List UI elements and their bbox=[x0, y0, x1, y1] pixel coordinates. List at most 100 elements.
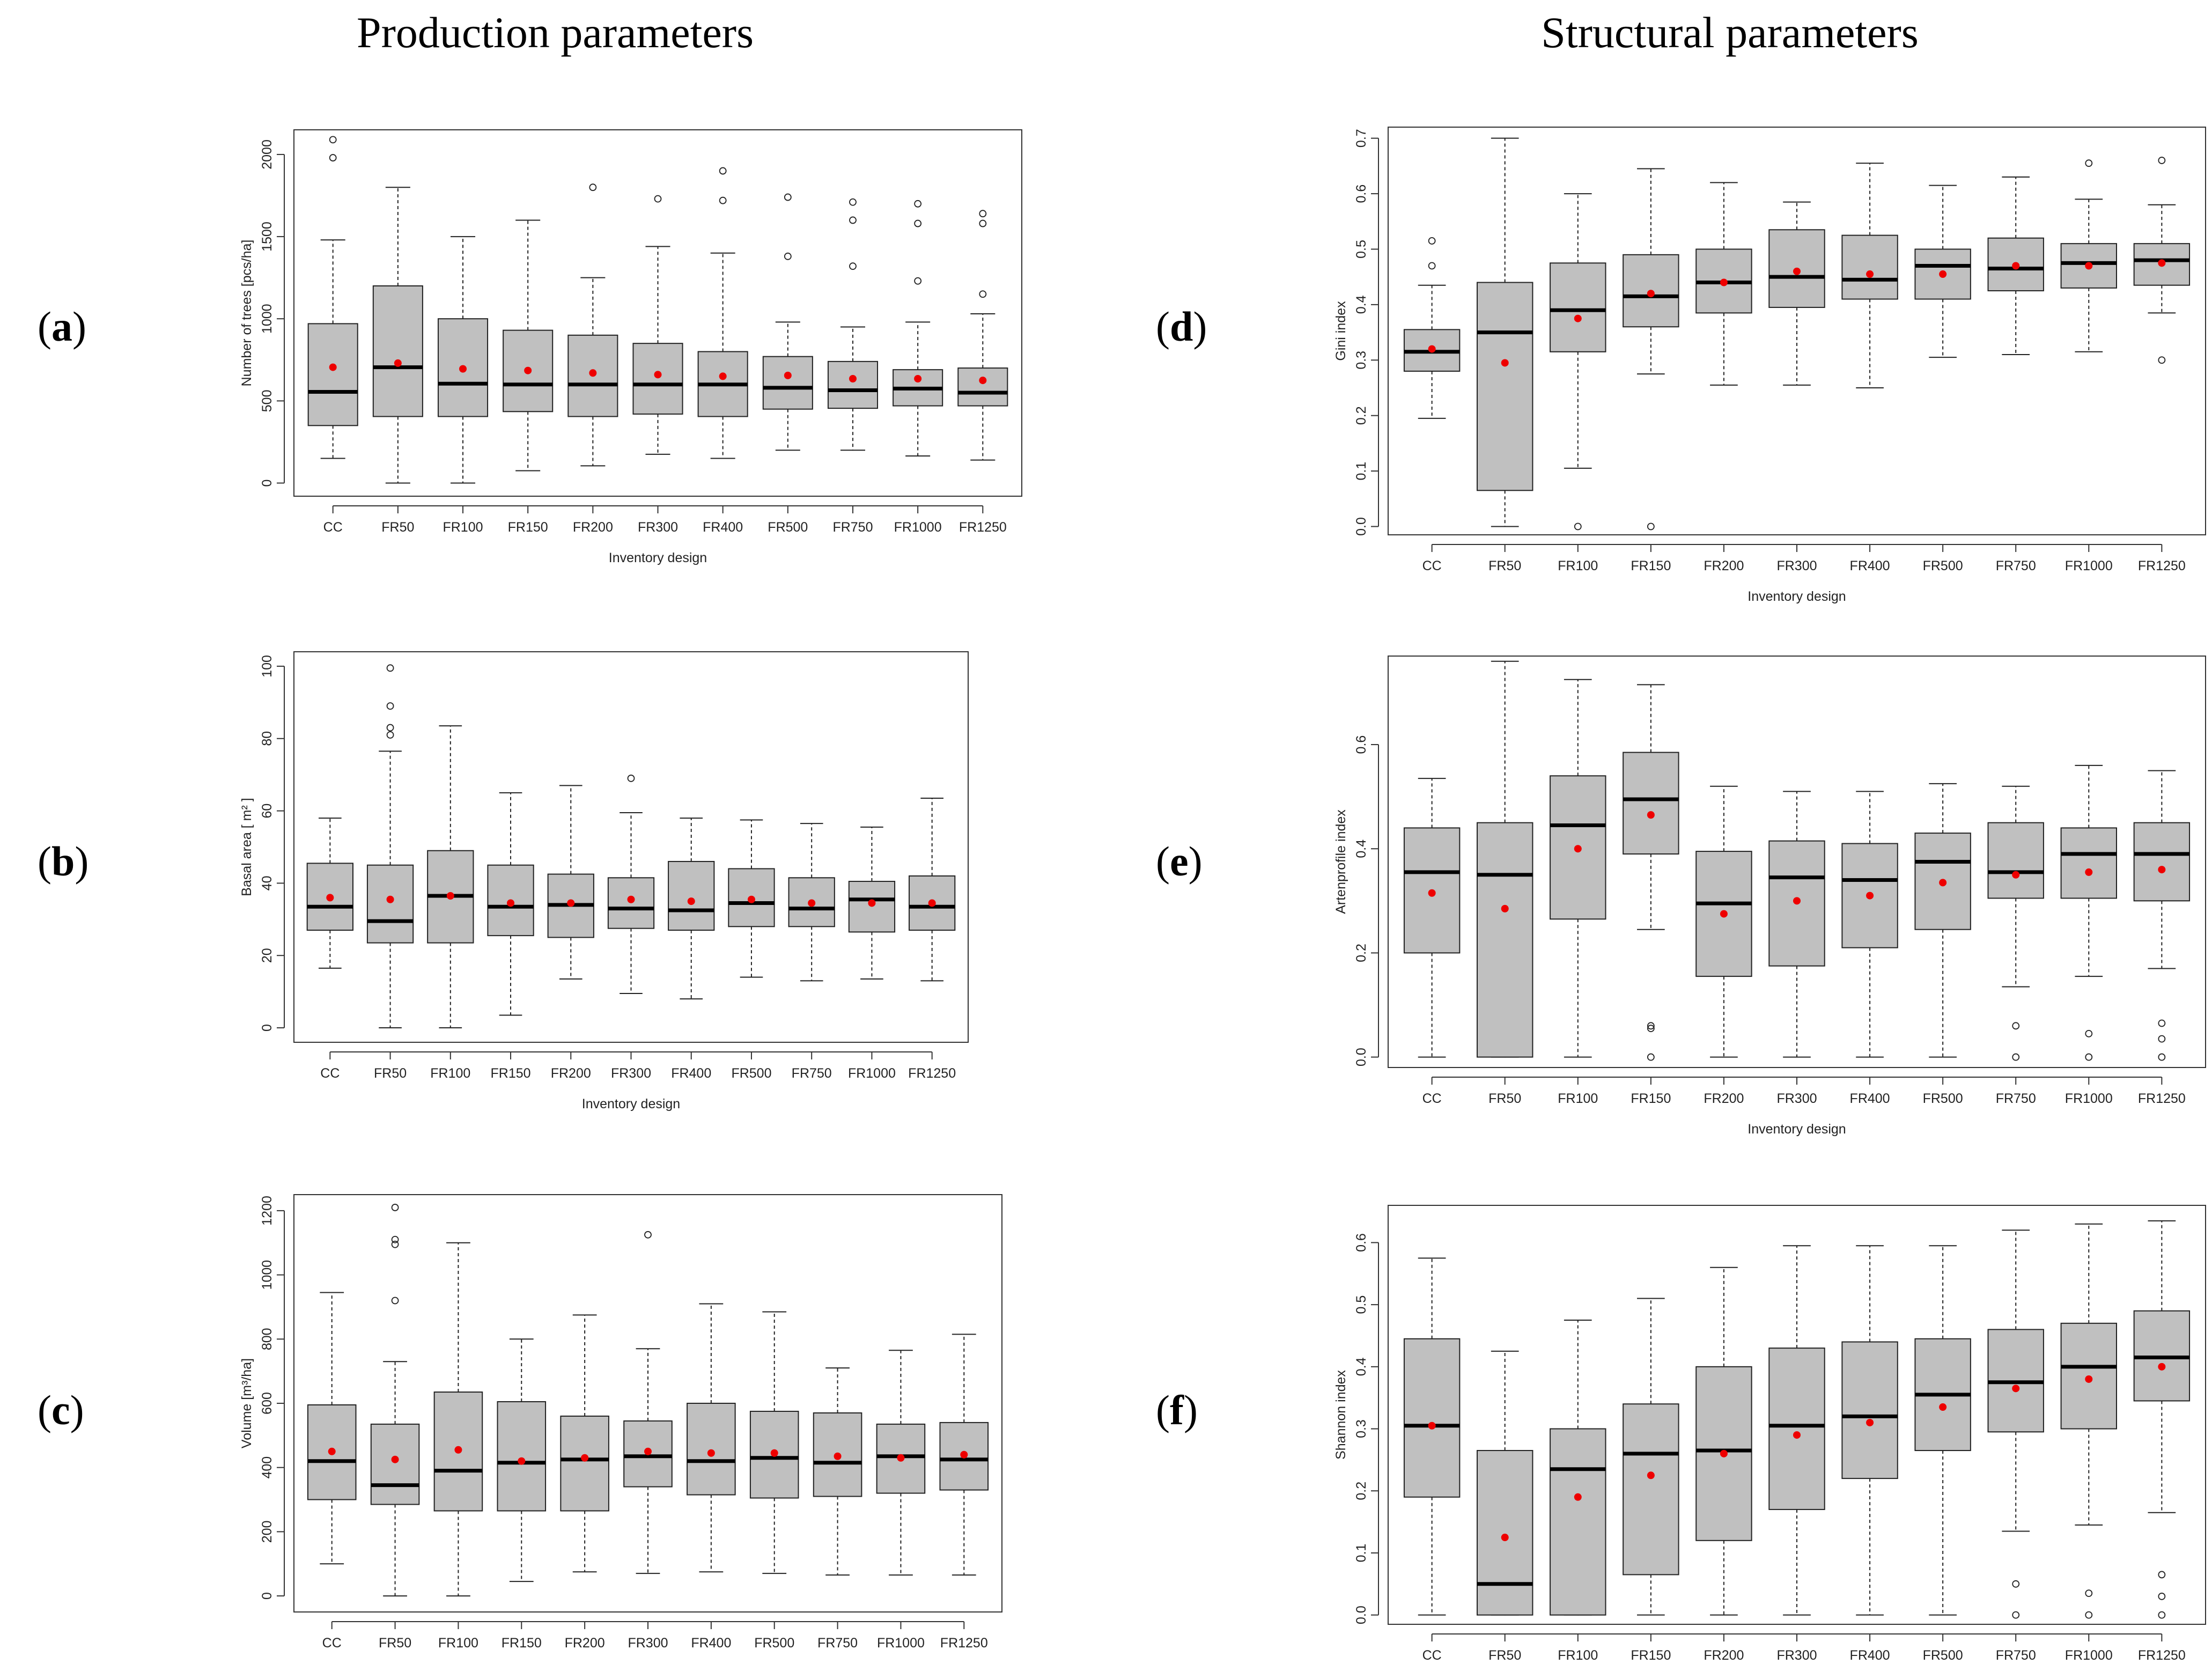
box-FR100 bbox=[1550, 679, 1606, 1058]
iqr-box bbox=[1987, 822, 2044, 899]
plot-frame bbox=[293, 651, 969, 1043]
box-FR150 bbox=[503, 219, 554, 472]
outlier-point bbox=[2085, 1029, 2093, 1037]
x-tick-label: FR1250 bbox=[2138, 558, 2186, 573]
x-tick-label: FR500 bbox=[754, 1636, 794, 1651]
iqr-box bbox=[1477, 282, 1533, 491]
box-FR100 bbox=[427, 725, 474, 1029]
mean-point bbox=[329, 363, 337, 371]
outlier-point bbox=[719, 167, 727, 175]
mean-point bbox=[567, 899, 575, 907]
mean-point bbox=[524, 366, 532, 374]
iqr-box bbox=[307, 323, 358, 426]
box-FR300 bbox=[1768, 791, 1825, 1058]
x-tick-label: FR400 bbox=[671, 1066, 711, 1081]
outlier-point bbox=[914, 277, 922, 285]
panel-label: (b) bbox=[38, 838, 89, 885]
y-tick-label: 0.3 bbox=[1354, 1419, 1369, 1438]
box-FR100 bbox=[433, 1242, 483, 1597]
mean-point bbox=[1501, 904, 1509, 912]
outlier-point bbox=[386, 724, 394, 732]
mean-point bbox=[446, 892, 454, 900]
iqr-box bbox=[1403, 827, 1461, 954]
box-FR1000 bbox=[876, 1350, 926, 1576]
x-tick-label: FR750 bbox=[1996, 1091, 2036, 1106]
iqr-box bbox=[668, 860, 715, 931]
outlier-point bbox=[849, 216, 857, 224]
mean-point bbox=[1647, 290, 1655, 298]
y-tick-label: 0 bbox=[260, 1024, 275, 1032]
x-tick-label: FR200 bbox=[1704, 558, 1744, 573]
mean-point bbox=[386, 895, 394, 903]
x-tick-label: FR750 bbox=[1996, 558, 2036, 573]
x-tick-label: FR150 bbox=[508, 520, 548, 535]
y-tick-label: 800 bbox=[260, 1328, 275, 1350]
mean-point bbox=[1793, 897, 1801, 905]
panel-c: (c) 0 200 400 600 800 1000 1200 Volume [m³/ha] CC… bbox=[38, 1194, 1002, 1651]
box-FR50 bbox=[366, 664, 414, 1029]
box-CC bbox=[1403, 1257, 1461, 1616]
mean-point bbox=[627, 895, 635, 903]
box-FR500 bbox=[728, 819, 775, 978]
outlier-point bbox=[2158, 1053, 2166, 1061]
x-tick-label: FR750 bbox=[792, 1066, 832, 1081]
iqr-box bbox=[1550, 1428, 1606, 1616]
outlier-point bbox=[979, 290, 987, 298]
panel-label: (d) bbox=[1156, 303, 1207, 350]
box-FR750 bbox=[813, 1367, 862, 1576]
iqr-box bbox=[2060, 1322, 2117, 1430]
mean-point bbox=[2012, 262, 2020, 270]
plot-frame bbox=[1388, 1205, 2206, 1625]
box-FR1250 bbox=[2133, 770, 2191, 1061]
x-tick-label: FR100 bbox=[430, 1066, 470, 1081]
box-FR1000 bbox=[2060, 1223, 2117, 1619]
x-tick-label: FR1250 bbox=[2138, 1648, 2186, 1663]
y-tick-label: 0 bbox=[260, 480, 275, 487]
x-tick-label: FR300 bbox=[1776, 1091, 1817, 1106]
iqr-box bbox=[370, 1423, 420, 1505]
y-tick-label: 0.0 bbox=[1354, 517, 1369, 536]
iqr-box bbox=[2133, 822, 2191, 902]
mean-point bbox=[1574, 845, 1582, 853]
y-axis-title: Gini index bbox=[1333, 301, 1348, 361]
x-tick-label: FR500 bbox=[1923, 558, 1963, 573]
iqr-box bbox=[687, 1403, 736, 1496]
x-tick-label: FR1250 bbox=[908, 1066, 956, 1081]
mean-point bbox=[1574, 314, 1582, 322]
box-FR400 bbox=[697, 167, 748, 459]
box-FR50 bbox=[370, 1204, 420, 1597]
box-FR200 bbox=[1695, 182, 1752, 386]
box-FR200 bbox=[567, 183, 618, 467]
x-tick-label: FR300 bbox=[1776, 558, 1817, 573]
x-tick-label: FR1000 bbox=[894, 520, 942, 535]
box-FR100 bbox=[1550, 193, 1606, 531]
box-FR500 bbox=[1914, 1245, 1971, 1616]
box-FR150 bbox=[1623, 684, 1679, 1061]
box-FR400 bbox=[687, 1303, 736, 1573]
mean-point bbox=[1866, 1418, 1874, 1426]
x-tick-label: FR50 bbox=[1488, 1091, 1521, 1106]
mean-point bbox=[459, 365, 467, 373]
iqr-box bbox=[2133, 243, 2191, 286]
box-FR500 bbox=[749, 1311, 799, 1574]
y-tick-label: 1200 bbox=[260, 1196, 275, 1226]
outlier-point bbox=[1428, 237, 1436, 245]
left-column-heading: Production parameters bbox=[357, 8, 754, 57]
x-tick-label: FR50 bbox=[381, 520, 414, 535]
box-FR1000 bbox=[848, 826, 896, 980]
iqr-box bbox=[1403, 1338, 1461, 1498]
mean-point bbox=[2158, 259, 2166, 267]
outlier-point bbox=[391, 1240, 399, 1248]
x-tick-label: FR400 bbox=[1850, 1648, 1890, 1663]
iqr-box bbox=[1987, 237, 2044, 292]
y-tick-label: 2000 bbox=[260, 139, 275, 170]
x-tick-label: FR1250 bbox=[2138, 1091, 2186, 1106]
box-FR500 bbox=[1914, 185, 1971, 358]
y-tick-label: 0.1 bbox=[1354, 462, 1369, 481]
mean-point bbox=[1647, 1471, 1655, 1479]
panel-e: (e) 0.0 0.2 0.4 0.6 Artenprofile index CC FR50 F… bbox=[1156, 656, 2206, 1137]
box-FR1250 bbox=[957, 210, 1008, 461]
x-tick-label: FR400 bbox=[1850, 558, 1890, 573]
outlier-point bbox=[2158, 356, 2166, 364]
